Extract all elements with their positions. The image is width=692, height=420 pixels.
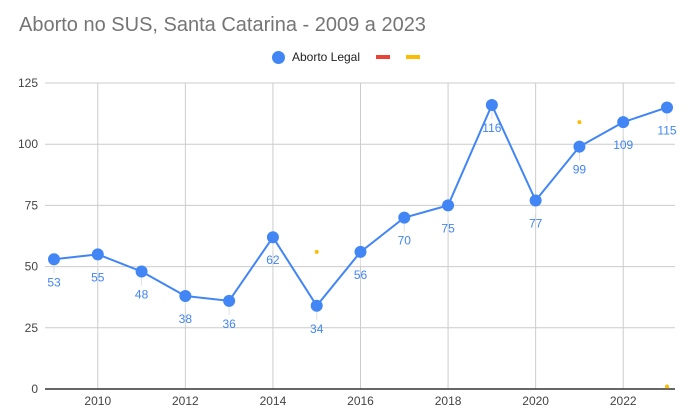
y-tick-label: 0 [31, 382, 38, 396]
data-point-orange [314, 249, 319, 254]
data-label: 55 [91, 270, 105, 284]
data-label: 56 [354, 268, 368, 282]
data-point [91, 248, 104, 261]
y-tick-label: 50 [25, 260, 39, 274]
data-point [354, 245, 367, 258]
x-tick-label: 2018 [435, 394, 462, 408]
data-label: 48 [135, 287, 149, 301]
x-tick-label: 2014 [260, 394, 287, 408]
y-tick-label: 25 [25, 321, 39, 335]
data-point [617, 116, 630, 129]
legend-dash-icon [376, 55, 391, 59]
data-point [398, 211, 411, 224]
data-point [266, 231, 279, 244]
y-tick-label: 75 [25, 198, 39, 212]
data-label: 53 [47, 275, 61, 289]
x-tick-label: 2010 [84, 394, 111, 408]
data-label: 109 [613, 138, 633, 152]
x-tick-label: 2020 [522, 394, 549, 408]
data-label: 77 [529, 217, 543, 231]
data-point [179, 289, 192, 302]
x-tick-label: 2012 [172, 394, 199, 408]
chart-title: Aborto no SUS, Santa Catarina - 2009 a 2… [19, 14, 426, 36]
y-tick-label: 100 [18, 137, 38, 151]
data-point [485, 99, 498, 112]
data-point [48, 253, 60, 266]
data-label: 70 [398, 234, 412, 248]
legend: Aborto Legal [0, 50, 692, 64]
data-label: 115 [657, 123, 676, 137]
data-point [223, 294, 236, 307]
data-label: 36 [222, 317, 236, 331]
data-point [661, 101, 673, 114]
data-label: 34 [310, 322, 324, 336]
legend-item-orange[interactable] [406, 55, 421, 59]
legend-item-red[interactable] [376, 55, 391, 59]
data-label: 62 [266, 253, 280, 267]
data-point [529, 194, 542, 207]
data-label: 75 [441, 221, 455, 235]
y-tick-label: 125 [18, 76, 38, 90]
data-point [310, 299, 323, 312]
data-label: 38 [179, 312, 193, 326]
data-point-orange [665, 384, 669, 389]
legend-dash-icon [406, 55, 421, 59]
data-point [442, 199, 455, 212]
data-point [573, 140, 586, 153]
legend-label: Aborto Legal [291, 50, 361, 64]
x-tick-label: 2016 [347, 394, 374, 408]
x-tick-label: 2022 [610, 394, 637, 408]
data-point-orange [577, 120, 582, 125]
data-label: 116 [482, 121, 501, 135]
legend-item-aborto-legal[interactable]: Aborto Legal [271, 50, 361, 64]
legend-marker-icon [271, 50, 285, 64]
data-label: 99 [573, 163, 587, 177]
data-point [135, 265, 148, 278]
